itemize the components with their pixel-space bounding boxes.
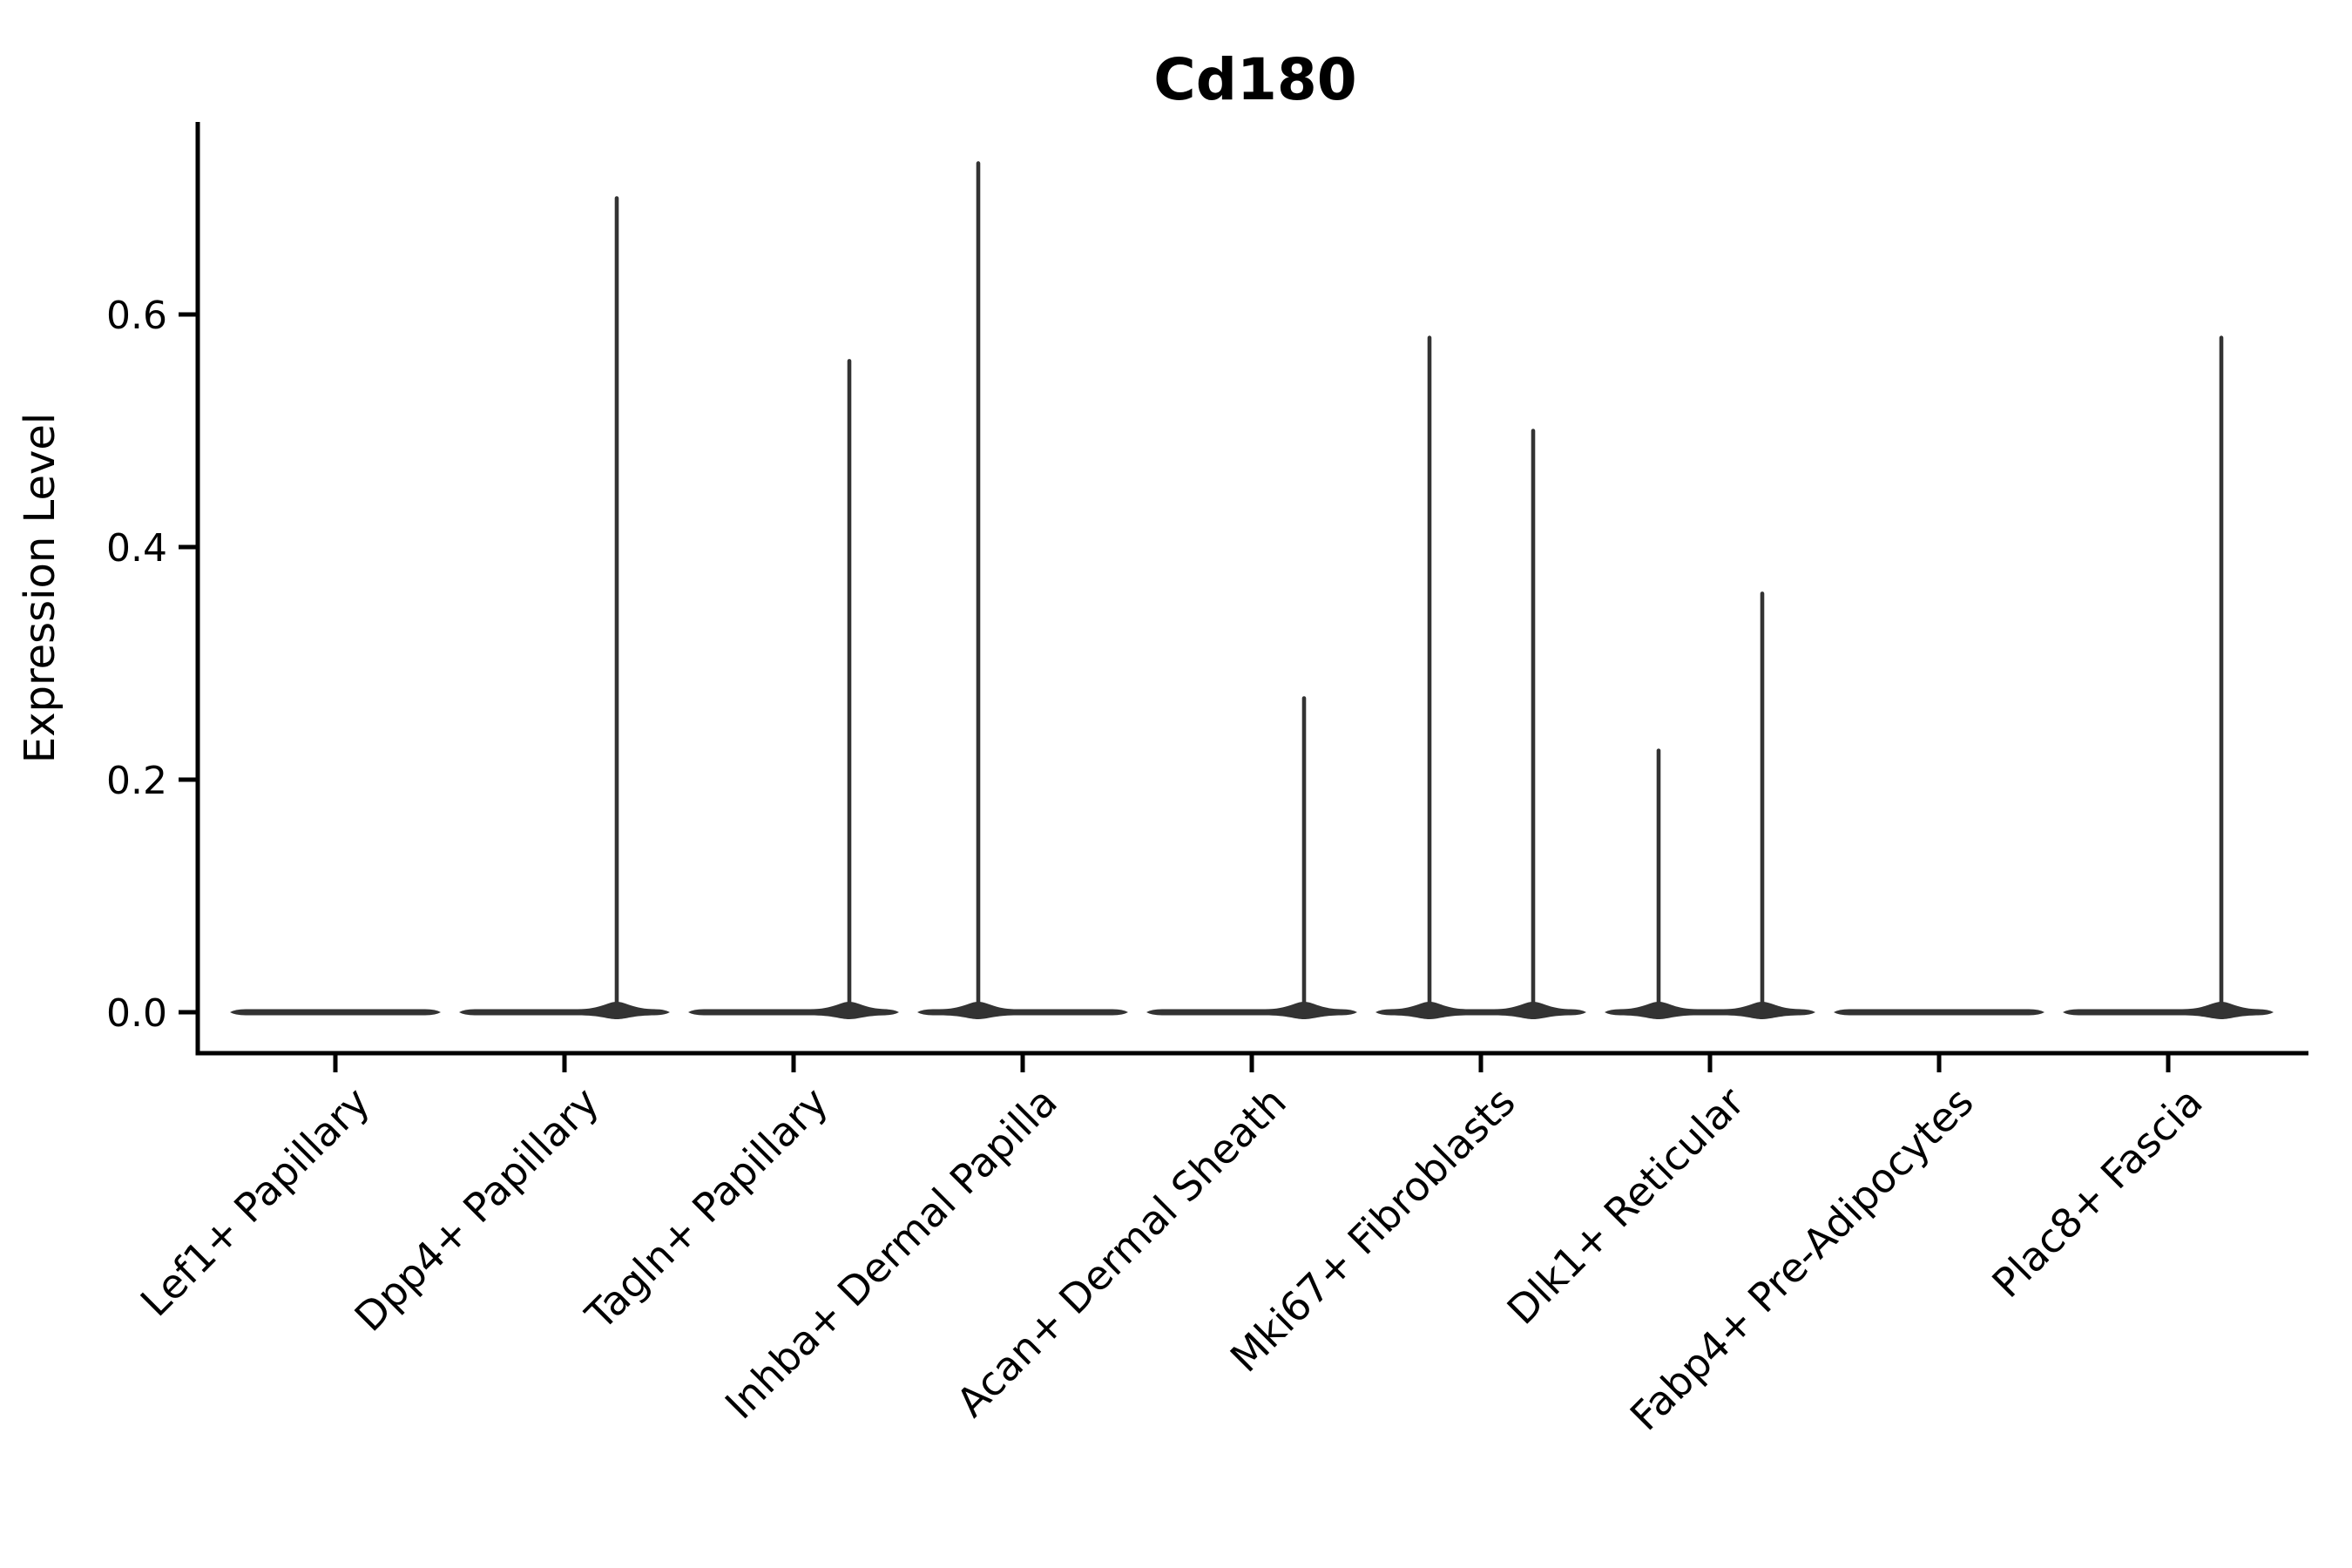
- y-tick-label: 0.4: [106, 526, 167, 571]
- violin-body: [1146, 1002, 1357, 1019]
- violin-body: [688, 1002, 899, 1019]
- x-tick-label: Lef1+ Papillary: [132, 1078, 379, 1326]
- violin-body: [230, 1009, 441, 1016]
- violin-body: [459, 1002, 670, 1019]
- chart-title: Cd180: [1153, 46, 1356, 113]
- x-tick-label: Dlk1+ Reticular: [1498, 1078, 1754, 1334]
- violin-body: [1375, 1002, 1586, 1019]
- y-tick-label: 0.0: [106, 991, 167, 1036]
- x-tick-label: Tagln+ Papillary: [576, 1078, 837, 1340]
- y-tick-labels: 0.0 0.2 0.4 0.6: [106, 294, 167, 1036]
- violin-body: [1605, 1002, 1815, 1019]
- y-tick-label: 0.6: [106, 294, 167, 338]
- violin-body: [1834, 1009, 2044, 1016]
- axes: [179, 122, 2308, 1072]
- y-axis-title: Expression Level: [16, 413, 64, 764]
- x-tick-label: Plac8+ Fascia: [1983, 1078, 2211, 1307]
- violin-body: [917, 1002, 1128, 1019]
- y-tick-label: 0.2: [106, 759, 167, 803]
- violins: [230, 161, 2274, 1019]
- violin-body: [2063, 1002, 2274, 1019]
- x-tick-label: Dpp4+ Papillary: [346, 1078, 608, 1341]
